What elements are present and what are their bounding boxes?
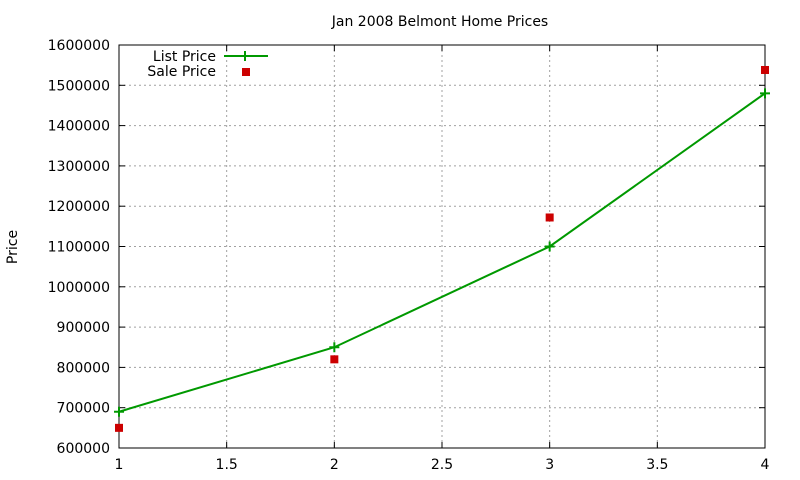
y-tick-labels: 600000 700000 800000 900000 1000000 1100000 12… bbox=[48, 38, 110, 457]
data-point-sale-price bbox=[545, 213, 554, 222]
x-tick-label: 3 bbox=[545, 457, 554, 473]
y-tick-label: 800000 bbox=[57, 360, 110, 376]
x-tick-labels: 1 1.5 2 2.5 3 3.5 4 bbox=[115, 457, 770, 473]
legend-label-sale-price: Sale Price bbox=[147, 64, 216, 80]
y-tick-label: 1400000 bbox=[48, 119, 110, 135]
x-tick-label: 2.5 bbox=[431, 457, 453, 473]
data-point-list-price bbox=[114, 406, 124, 417]
data-point-list-price bbox=[760, 88, 770, 99]
data-point-sale-price bbox=[330, 355, 339, 364]
series-list-price bbox=[114, 88, 770, 417]
legend-marker-list-price bbox=[240, 51, 250, 61]
chart-title: Jan 2008 Belmont Home Prices bbox=[331, 14, 548, 30]
data-point-list-price bbox=[544, 241, 555, 252]
series-line-list-price bbox=[118, 92, 766, 413]
legend: List Price Sale Price bbox=[147, 49, 268, 80]
y-tick-label: 1000000 bbox=[48, 280, 110, 296]
data-point-list-price bbox=[329, 342, 340, 353]
x-tick-label: 3.5 bbox=[646, 457, 668, 473]
legend-marker-sale-price bbox=[242, 68, 250, 76]
axis-ticks bbox=[118, 44, 766, 449]
y-tick-label: 1600000 bbox=[48, 38, 110, 54]
y-axis-label: Price bbox=[5, 230, 21, 264]
x-tick-label: 2 bbox=[330, 457, 339, 473]
x-tick-label: 1 bbox=[115, 457, 124, 473]
legend-label-list-price: List Price bbox=[153, 49, 216, 65]
y-tick-label: 600000 bbox=[57, 441, 110, 457]
x-tick-label: 1.5 bbox=[216, 457, 238, 473]
grid bbox=[119, 45, 765, 448]
data-point-sale-price bbox=[115, 423, 123, 432]
y-tick-label: 1500000 bbox=[48, 78, 110, 94]
y-tick-label: 1300000 bbox=[48, 159, 110, 175]
series-sale-price bbox=[115, 65, 769, 432]
x-tick-label: 4 bbox=[761, 457, 770, 473]
y-tick-label: 1200000 bbox=[48, 199, 110, 215]
y-tick-label: 700000 bbox=[57, 401, 110, 417]
data-point-sale-price bbox=[761, 65, 769, 74]
y-tick-label: 1100000 bbox=[48, 240, 110, 256]
y-tick-label: 900000 bbox=[57, 320, 110, 336]
